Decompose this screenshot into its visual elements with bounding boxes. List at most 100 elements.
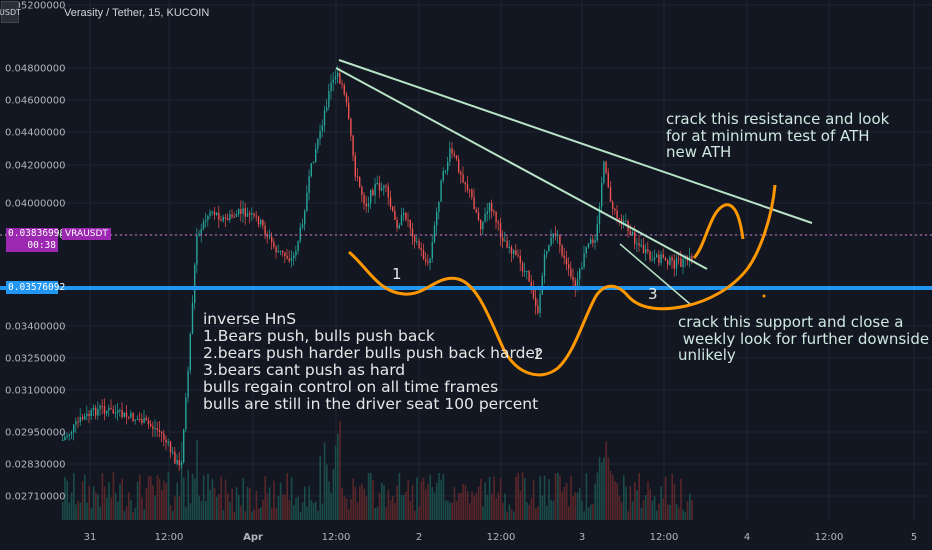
candle-body <box>238 209 240 215</box>
volume-bar <box>475 492 478 520</box>
volume-bar <box>414 511 416 520</box>
candle-body <box>332 79 334 83</box>
volume-bar <box>180 441 183 520</box>
candle-body <box>596 224 598 241</box>
candle-body <box>442 171 444 181</box>
candle-body <box>229 214 231 221</box>
volume-bar <box>290 477 293 520</box>
volume-bar <box>139 474 141 520</box>
currency-badge[interactable]: USDT <box>0 1 21 23</box>
volume-bar <box>163 480 165 520</box>
candle-body <box>574 280 576 290</box>
candle-body <box>464 182 466 185</box>
volume-bar <box>299 511 302 520</box>
volume-bar <box>638 472 640 520</box>
candle-body <box>200 229 202 234</box>
candle-body <box>255 215 257 217</box>
candle-body <box>552 233 554 238</box>
volume-bar <box>176 482 178 520</box>
volume-bar <box>623 475 625 520</box>
candle-body <box>88 413 90 416</box>
volume-bar <box>334 445 337 520</box>
volume-bar <box>312 502 315 520</box>
candle-body <box>350 118 352 136</box>
candle-body <box>519 256 521 263</box>
volume-bar <box>229 502 231 520</box>
volume-bar <box>227 493 229 520</box>
volume-bar <box>579 488 581 520</box>
volume-bar <box>548 479 550 520</box>
volume-bar <box>361 483 363 520</box>
support-trendline[interactable] <box>619 243 691 305</box>
inverse-head-and-shoulders-curve[interactable] <box>348 184 777 377</box>
candle-body <box>321 125 323 132</box>
volume-bar <box>433 492 436 520</box>
candle-body <box>161 431 163 434</box>
candle-body <box>629 231 631 236</box>
volume-bar <box>583 511 585 520</box>
candle-body <box>315 148 317 162</box>
candle-body <box>145 417 147 421</box>
volume-bar <box>649 488 651 520</box>
candle-body <box>667 260 669 265</box>
price-tick-label: 0.05200000 <box>5 1 65 12</box>
candle-body <box>649 251 651 260</box>
price-tick-label: 0.02830000 <box>5 460 65 471</box>
candle-body <box>334 76 337 80</box>
volume-bar <box>277 496 280 520</box>
candle-body <box>174 451 176 464</box>
candle-body <box>488 203 491 212</box>
volume-bar <box>352 478 354 520</box>
candle-body <box>491 203 493 212</box>
candle-body <box>541 276 543 295</box>
volume-bar <box>631 501 634 520</box>
candle-body <box>290 258 293 261</box>
candle-body <box>462 174 464 183</box>
candle-body <box>319 131 321 139</box>
volume-bar <box>62 502 64 520</box>
candle-body <box>673 260 675 269</box>
volume-bar <box>354 486 357 520</box>
volume-bar <box>235 487 238 520</box>
candle-body <box>689 256 691 261</box>
candle-body <box>73 424 75 432</box>
volume-bar <box>561 491 563 520</box>
candle-body <box>651 259 653 261</box>
support-price-badge[interactable]: 0.03576092 <box>6 281 66 294</box>
volume-bar <box>187 469 189 520</box>
candle-body <box>662 254 664 258</box>
volume-bar <box>167 472 170 520</box>
candle-body <box>429 258 431 264</box>
current-price-badge[interactable]: 0.03836998 00:38 <box>6 228 65 252</box>
volume-bar <box>110 497 112 520</box>
volume-bar <box>640 507 643 520</box>
volume-bar <box>145 487 148 520</box>
price-tick-label: 0.03250000 <box>5 354 65 365</box>
volume-bar <box>156 475 159 520</box>
volume-bar <box>581 501 583 520</box>
volume-bar <box>612 474 614 520</box>
candle-body <box>499 222 502 238</box>
candle-body <box>411 228 414 237</box>
volume-bar <box>266 493 269 520</box>
volume-bar <box>607 457 610 520</box>
volume-bar <box>154 495 156 520</box>
candle-body <box>130 413 132 417</box>
candle-body <box>262 219 264 226</box>
resistance-trendline-outer[interactable] <box>338 59 813 224</box>
candle-body <box>108 408 110 411</box>
candle-body <box>653 257 656 260</box>
volume-bar <box>576 492 579 520</box>
candle-body <box>581 267 583 270</box>
candle-body <box>590 239 592 244</box>
candle-body <box>431 242 433 259</box>
candle-body <box>570 268 572 277</box>
candle-body <box>475 209 477 213</box>
volume-bar <box>447 500 449 520</box>
projected-move-curve[interactable] <box>692 203 745 260</box>
resistance-trendline-inner[interactable] <box>335 67 708 270</box>
candle-body <box>345 94 348 103</box>
candle-body <box>312 161 315 164</box>
candle-body <box>75 421 77 425</box>
